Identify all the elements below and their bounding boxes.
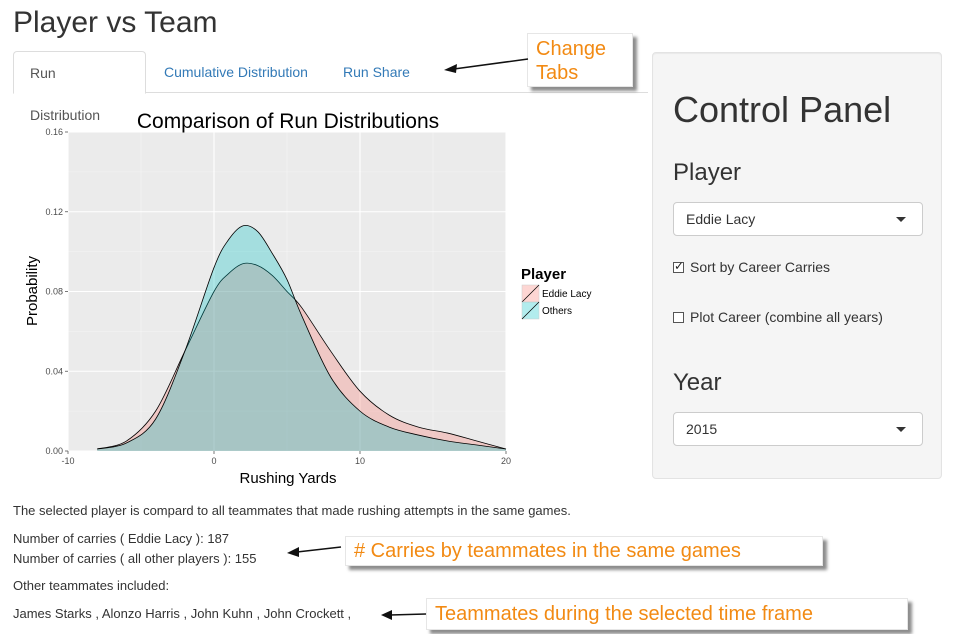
x-tick-label: 10	[355, 456, 365, 466]
change-tabs-line1: Change	[536, 38, 607, 60]
legend-label-eddie-lacy: Eddie Lacy	[542, 289, 591, 300]
player-select-value: Eddie Lacy	[686, 211, 756, 227]
series-line-others	[97, 224, 507, 450]
summary-intro: The selected player is compard to all te…	[13, 503, 571, 518]
x-tick-label: 20	[501, 456, 511, 466]
series-area-eddie-lacy	[97, 263, 506, 451]
tab-run-distribution[interactable]: Run Distribution	[13, 51, 146, 123]
year-select[interactable]: 2015	[673, 412, 923, 446]
x-tick-label: 0	[211, 456, 216, 466]
player-label: Player	[673, 159, 742, 186]
tab-run-share[interactable]: Run Share	[343, 64, 410, 80]
sort-career-checkbox[interactable]: Sort by Career Carries	[673, 259, 830, 275]
legend: Player Eddie Lacy Others	[521, 266, 591, 320]
change-tabs-arrow-icon	[444, 58, 529, 73]
checkbox-checked-icon[interactable]	[673, 259, 684, 273]
chevron-down-icon	[896, 427, 906, 432]
y-tick-label: 0.12	[45, 207, 63, 217]
run-distribution-chart: -10 0 10 20 0.00 0.04 0.08 0.12 0.16 Comparison …	[24, 110, 591, 487]
tab-bar: Run Distribution Cumulative Distribution…	[13, 51, 648, 123]
y-axis-label: Probability	[24, 255, 41, 326]
carries-player: Number of carries ( Eddie Lacy ): 187	[13, 531, 230, 546]
teammates-list: James Starks , Alonzo Harris , John Kuhn…	[13, 606, 352, 621]
year-label: Year	[673, 369, 722, 396]
chevron-down-icon	[896, 217, 906, 222]
x-axis-label: Rushing Yards	[239, 470, 336, 487]
checkbox-unchecked-icon[interactable]	[673, 312, 684, 323]
y-tick-label: 0.16	[45, 127, 63, 137]
sort-career-label: Sort by Career Carries	[690, 259, 831, 275]
player-select[interactable]: Eddie Lacy	[673, 202, 923, 236]
carries-arrow-icon	[287, 546, 342, 557]
series-area-others	[97, 225, 506, 451]
x-tick-label: -10	[61, 456, 74, 466]
series-line-eddie-lacy	[97, 262, 507, 450]
legend-title: Player	[521, 266, 566, 283]
carries-others: Number of carries ( all other players ):…	[13, 551, 257, 566]
page-title: Player vs Team	[13, 6, 218, 39]
change-tabs-callout: Change Tabs	[527, 33, 633, 87]
plot-career-checkbox[interactable]: Plot Career (combine all years)	[673, 309, 883, 325]
year-select-value: 2015	[686, 421, 718, 437]
series-layer	[97, 224, 507, 451]
teammates-arrow-icon	[381, 610, 427, 620]
teammates-callout: Teammates during the selected time frame	[426, 598, 908, 630]
chart-title: Comparison of Run Distributions	[137, 110, 439, 133]
plot-career-label: Plot Career (combine all years)	[690, 309, 883, 325]
y-tick-label: 0.08	[45, 287, 63, 297]
carries-callout: # Carries by teammates in the same games	[345, 536, 823, 566]
y-tick-label: 0.04	[45, 366, 63, 376]
control-panel: Control Panel Player Eddie Lacy Sort by …	[652, 52, 942, 479]
legend-label-others: Others	[542, 306, 572, 317]
ticks-layer: -10 0 10 20 0.00 0.04 0.08 0.12 0.16	[45, 127, 511, 466]
teammates-heading: Other teammates included:	[13, 578, 170, 593]
change-tabs-line2: Tabs	[536, 62, 579, 84]
y-tick-label: 0.00	[45, 446, 63, 456]
control-panel-title: Control Panel	[673, 89, 892, 130]
tab-cumulative-distribution[interactable]: Cumulative Distribution	[164, 64, 308, 80]
